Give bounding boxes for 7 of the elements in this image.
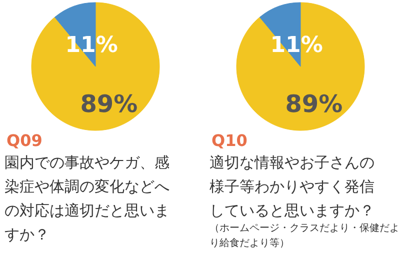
data-label: 89% [80,90,138,118]
text: Q10 [212,131,248,150]
text: 園内での事故やケガ、感染症や体調の変化などへの対応は適切だと思いますか？ [4,154,170,244]
data-label: 89% [285,90,343,118]
text: （ホームページ・クラスだより・保健だより給食だより等） [210,223,400,249]
text: Q09 [6,131,42,150]
text: 適切な情報やお子さんの様子等わかりやすく発信していると思いますか？ [210,154,374,220]
